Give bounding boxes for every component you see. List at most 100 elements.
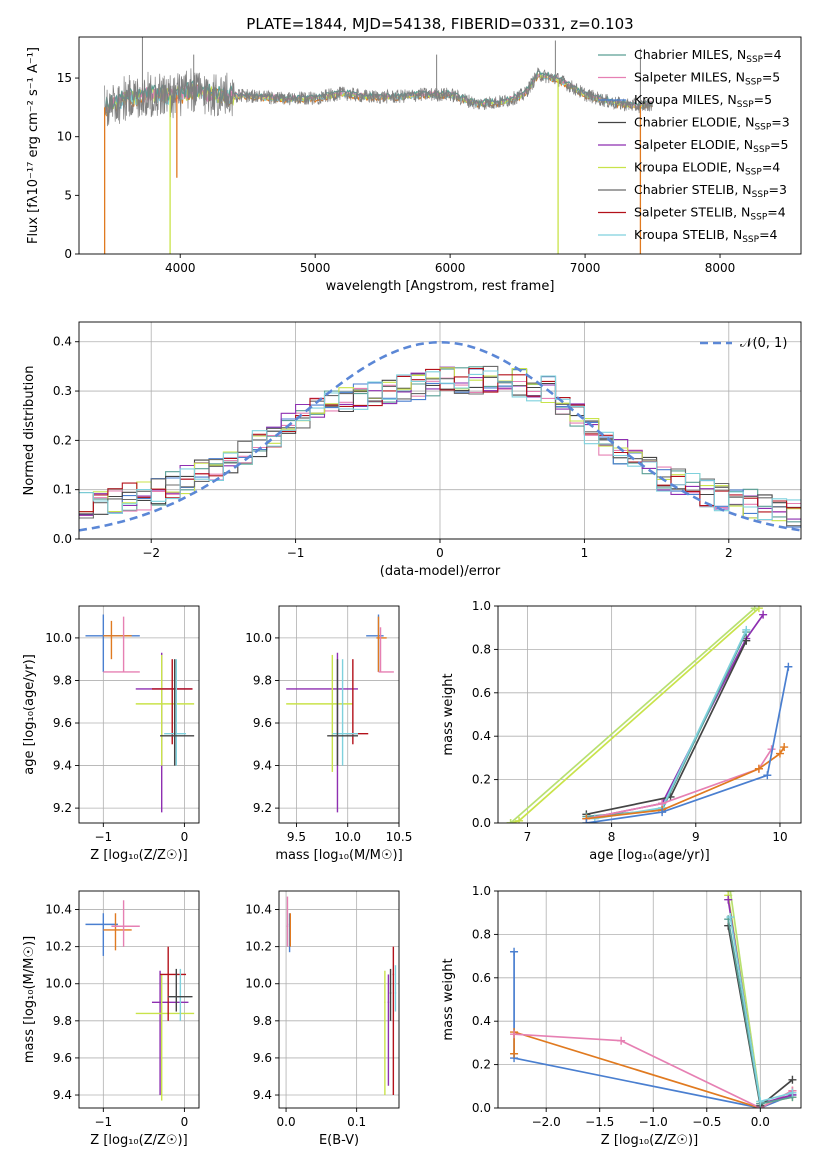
legend-subscript: SSP bbox=[745, 78, 762, 88]
plot-area-spectrum bbox=[103, 37, 653, 254]
data-point-marker bbox=[510, 947, 519, 956]
y-tick-label: 10.0 bbox=[245, 631, 272, 645]
y-tick-label: 9.2 bbox=[53, 801, 72, 815]
y-tick-label: 10.0 bbox=[245, 977, 272, 991]
panel-spectrum: 4000 5000 6000 7000 8000 0 5 10 15 wavelength [An… bbox=[26, 36, 802, 294]
x-axis-label: age [log₁₀(age/yr)] bbox=[589, 848, 710, 863]
y-tick-label: 9.2 bbox=[253, 801, 272, 815]
mass-weight-line bbox=[586, 666, 790, 823]
plot-area-age_vs_mass bbox=[286, 614, 394, 813]
mass-weight-line bbox=[586, 748, 773, 820]
legend-suffix: =3 bbox=[769, 182, 787, 197]
legend-suffix: =4 bbox=[762, 160, 780, 175]
x-axis-label: Z [log₁₀(Z/Z☉)] bbox=[90, 1133, 187, 1148]
x-tick-label: 5000 bbox=[300, 261, 331, 275]
x-axis-label: Z [log₁₀(Z/Z☉)] bbox=[601, 1133, 698, 1148]
x-tick-label: −1.5 bbox=[585, 1115, 614, 1129]
legend-subscript: SSP bbox=[737, 100, 754, 110]
x-tick-label: 0.0 bbox=[277, 1115, 296, 1129]
panel-residuals: −2 −1 0 1 2 0.0 0.1 0.2 0.3 0.4 (data-model)/error… bbox=[22, 321, 802, 579]
mass-weight-line bbox=[729, 916, 793, 1103]
x-tick-label: −0.5 bbox=[692, 1115, 721, 1129]
legend-entry: Chabrier STELIB, NSSP=3 bbox=[634, 182, 787, 200]
plot-area-age_vs_Z bbox=[85, 614, 195, 813]
legend-suffix: =4 bbox=[759, 227, 777, 242]
legend-entry: Chabrier MILES, NSSP=4 bbox=[634, 47, 782, 65]
legend-entry: Salpeter STELIB, NSSP=4 bbox=[634, 205, 786, 223]
y-axis-label: age [log₁₀(age/yr)] bbox=[22, 654, 37, 775]
data-point-marker bbox=[784, 662, 793, 671]
data-point-marker bbox=[763, 771, 772, 780]
legend-entry: 𝒩(0, 1) bbox=[740, 336, 787, 351]
legend-subscript: SSP bbox=[742, 235, 759, 245]
mass-weight-line bbox=[510, 607, 756, 823]
data-point-marker bbox=[510, 1049, 519, 1058]
x-tick-label: 0 bbox=[181, 1115, 189, 1129]
observed-spectrum-line bbox=[104, 67, 653, 127]
x-tick-label: −1 bbox=[94, 1115, 112, 1129]
y-tick-label: 9.8 bbox=[53, 673, 72, 687]
y-tick-label: 9.6 bbox=[53, 1051, 72, 1065]
legend-entry: Salpeter ELODIE, NSSP=5 bbox=[634, 137, 788, 155]
legend-label: Chabrier STELIB, N bbox=[634, 182, 752, 197]
x-axis-label: E(B-V) bbox=[319, 1133, 359, 1148]
y-tick-label: 10.0 bbox=[45, 977, 72, 991]
x-axis-label: wavelength [Angstrom, rest frame] bbox=[326, 279, 555, 294]
x-tick-label: 10.5 bbox=[386, 830, 413, 844]
y-tick-label: 10.4 bbox=[245, 903, 272, 917]
y-tick-label: 0.3 bbox=[53, 384, 72, 398]
plot-area-cumulative_Z bbox=[510, 891, 797, 1108]
legend-entry: Chabrier ELODIE, NSSP=3 bbox=[634, 115, 790, 133]
legend-suffix: =5 bbox=[770, 137, 788, 152]
y-tick-label: 10.2 bbox=[45, 940, 72, 954]
y-tick-label: 0.0 bbox=[472, 816, 491, 830]
x-tick-label: 0.1 bbox=[347, 1115, 366, 1129]
axes-frame bbox=[278, 605, 400, 824]
data-point-marker bbox=[788, 1088, 797, 1097]
y-tick-label: 9.8 bbox=[253, 673, 272, 687]
axes-frame bbox=[278, 890, 400, 1109]
x-tick-label: 0.0 bbox=[751, 1115, 770, 1129]
data-point-marker bbox=[756, 1097, 765, 1106]
y-tick-label: 0.1 bbox=[53, 483, 72, 497]
panel-mass_vs_Z: −1 0 9.4 9.6 9.8 10.0 10.2 10.4 Z [log₁₀(Z/Z☉)] m… bbox=[22, 890, 200, 1148]
legend-label: Kroupa MILES, N bbox=[634, 92, 737, 107]
legend-label: Chabrier ELODIE, N bbox=[634, 115, 754, 130]
y-tick-label: 9.6 bbox=[53, 716, 72, 730]
axes-frame bbox=[497, 890, 802, 1109]
y-tick-label: 0.4 bbox=[53, 335, 72, 349]
legend-label: Salpeter ELODIE, N bbox=[634, 137, 753, 152]
histogram-series bbox=[79, 367, 801, 513]
data-point-marker bbox=[754, 764, 763, 773]
data-point-marker bbox=[780, 743, 789, 752]
y-tick-label: 9.8 bbox=[53, 1014, 72, 1028]
legend-subscript: SSP bbox=[754, 123, 771, 133]
axes-frame bbox=[78, 890, 200, 1109]
y-tick-label: 0.0 bbox=[53, 532, 72, 546]
panel-cumulative_Z: −2.0 −1.5 −1.0 −0.5 0.0 0.0 0.2 0.4 0.6 0.8 1.0 Z [… bbox=[441, 884, 802, 1148]
y-tick-label: 0.8 bbox=[472, 927, 491, 941]
y-axis-label: mass weight bbox=[441, 673, 456, 755]
y-tick-label: 0.0 bbox=[472, 1101, 491, 1115]
x-tick-label: 9.5 bbox=[287, 830, 306, 844]
data-point-marker bbox=[510, 1030, 519, 1039]
axes-frame bbox=[78, 36, 802, 255]
legend-suffix: =3 bbox=[771, 115, 789, 130]
legend: 𝒩(0, 1) bbox=[700, 336, 787, 351]
y-tick-label: 10.0 bbox=[45, 631, 72, 645]
y-tick-label: 9.4 bbox=[53, 759, 72, 773]
x-tick-label: 1 bbox=[581, 546, 589, 560]
y-axis-label: Flux [fλ10⁻¹⁷ erg cm⁻² s⁻¹ A⁻¹] bbox=[26, 47, 41, 244]
data-point-marker bbox=[582, 819, 591, 823]
legend-suffix: =5 bbox=[762, 70, 780, 85]
x-tick-label: 2 bbox=[725, 546, 733, 560]
y-tick-label: 9.8 bbox=[253, 1014, 272, 1028]
y-tick-label: 9.4 bbox=[253, 1088, 272, 1102]
plot-area-residuals bbox=[79, 340, 801, 532]
legend-label: Salpeter STELIB, N bbox=[634, 205, 750, 220]
y-tick-label: 1.0 bbox=[472, 599, 491, 613]
panel-age_vs_Z: −1 0 9.2 9.4 9.6 9.8 10.0 Z [log₁₀(Z/Z☉)] age [l… bbox=[22, 605, 200, 863]
y-tick-label: 9.6 bbox=[253, 1051, 272, 1065]
y-axis-label: Normed distribution bbox=[22, 366, 37, 496]
